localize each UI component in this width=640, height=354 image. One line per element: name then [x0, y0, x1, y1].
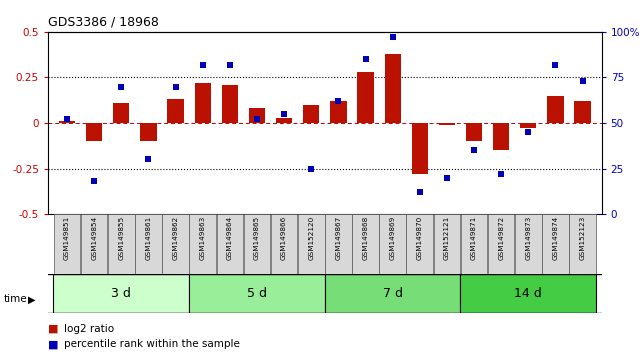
Bar — [53, 274, 189, 313]
Bar — [135, 214, 162, 274]
Text: GSM149864: GSM149864 — [227, 216, 233, 260]
Bar — [330, 101, 346, 123]
Text: GSM149863: GSM149863 — [200, 216, 205, 260]
Bar — [439, 123, 455, 125]
Bar — [276, 118, 292, 123]
Bar — [140, 123, 157, 141]
Text: 5 d: 5 d — [247, 287, 267, 300]
Bar — [195, 83, 211, 123]
Bar — [547, 96, 564, 123]
Bar — [466, 123, 482, 141]
Bar — [515, 214, 541, 274]
Text: GSM152120: GSM152120 — [308, 216, 314, 260]
Bar — [406, 214, 433, 274]
Bar — [380, 214, 406, 274]
Text: GSM152123: GSM152123 — [580, 216, 586, 260]
Bar — [216, 214, 243, 274]
Bar — [575, 101, 591, 123]
Bar — [325, 214, 351, 274]
Bar — [493, 123, 509, 150]
Text: GSM149866: GSM149866 — [281, 216, 287, 260]
Bar — [357, 72, 374, 123]
Bar — [163, 214, 189, 274]
Text: ■: ■ — [48, 339, 58, 349]
Bar — [244, 214, 270, 274]
Text: GSM149872: GSM149872 — [498, 216, 504, 260]
Bar — [461, 214, 487, 274]
Bar — [81, 214, 108, 274]
Bar — [385, 54, 401, 123]
Text: ▶: ▶ — [28, 295, 35, 305]
Text: GDS3386 / 18968: GDS3386 / 18968 — [48, 16, 159, 29]
Bar — [189, 214, 216, 274]
Text: GSM149854: GSM149854 — [91, 216, 97, 260]
Bar — [520, 123, 536, 129]
Text: time: time — [3, 294, 27, 304]
Text: GSM149871: GSM149871 — [471, 216, 477, 260]
Bar — [86, 123, 102, 141]
Text: percentile rank within the sample: percentile rank within the sample — [64, 339, 240, 349]
Text: GSM149862: GSM149862 — [173, 216, 179, 260]
Bar — [249, 108, 265, 123]
Text: GSM149869: GSM149869 — [390, 216, 396, 260]
Text: ■: ■ — [48, 324, 58, 333]
Bar — [59, 121, 75, 123]
Text: GSM149873: GSM149873 — [525, 216, 531, 260]
Text: GSM149868: GSM149868 — [362, 216, 369, 260]
Text: GSM149865: GSM149865 — [254, 216, 260, 260]
Bar — [271, 214, 298, 274]
Bar — [542, 214, 569, 274]
Text: GSM149855: GSM149855 — [118, 216, 124, 260]
Text: GSM149874: GSM149874 — [552, 216, 559, 260]
Bar — [488, 214, 515, 274]
Bar — [570, 214, 596, 274]
Bar — [352, 214, 379, 274]
Bar — [113, 103, 129, 123]
Bar — [221, 85, 238, 123]
Bar — [325, 274, 461, 313]
Text: GSM149870: GSM149870 — [417, 216, 423, 260]
Bar — [434, 214, 460, 274]
Bar — [189, 274, 325, 313]
Bar — [461, 274, 596, 313]
Text: 3 d: 3 d — [111, 287, 131, 300]
Bar — [54, 214, 80, 274]
Text: GSM149861: GSM149861 — [145, 216, 152, 260]
Text: GSM152121: GSM152121 — [444, 216, 450, 260]
Text: 7 d: 7 d — [383, 287, 403, 300]
Text: log2 ratio: log2 ratio — [64, 324, 114, 333]
Text: GSM149867: GSM149867 — [335, 216, 341, 260]
Text: GSM149851: GSM149851 — [64, 216, 70, 260]
Text: 14 d: 14 d — [515, 287, 542, 300]
Bar — [298, 214, 324, 274]
Bar — [303, 105, 319, 123]
Bar — [412, 123, 428, 174]
Bar — [108, 214, 134, 274]
Bar — [168, 99, 184, 123]
